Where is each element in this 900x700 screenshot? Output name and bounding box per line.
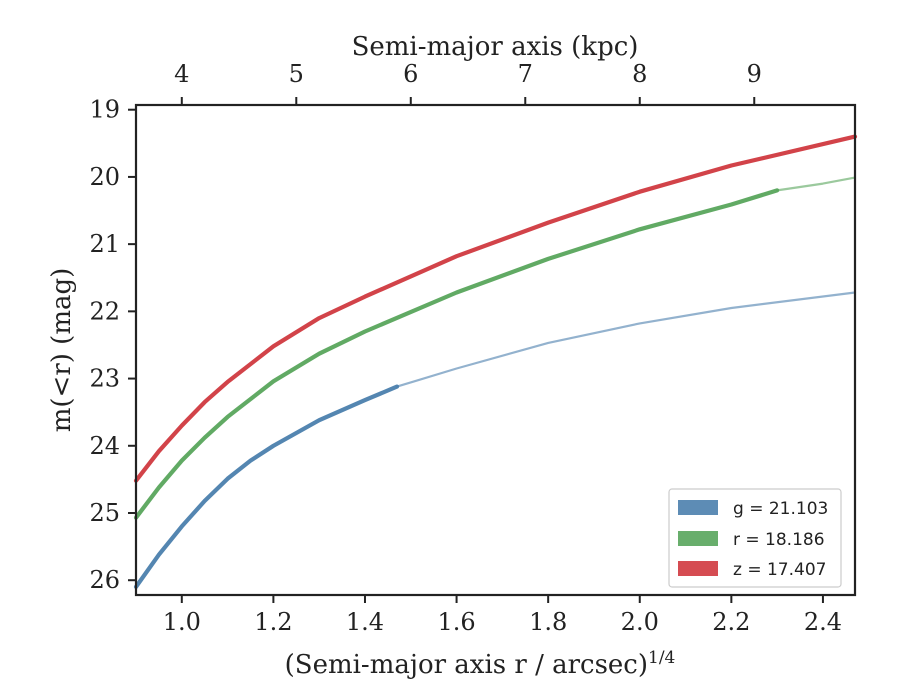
top-x-tick-label: 9	[747, 60, 762, 88]
series-line-g-model	[395, 291, 857, 388]
y-tick-label: 26	[89, 566, 120, 594]
plot-frame	[134, 103, 857, 597]
x-axis-title: (Semi-major axis r / arcsec)1/4	[285, 648, 676, 680]
x-tick-label: 1.8	[529, 608, 567, 636]
x-axis-title-exponent: 1/4	[648, 648, 675, 668]
top-x-tick-label: 7	[518, 60, 533, 88]
top-x-axis-title: Semi-major axis (kpc)	[352, 32, 639, 62]
legend-label-z: z = 17.407	[733, 560, 826, 580]
legend-swatch-g	[678, 500, 718, 515]
legend-label-g: g = 21.103	[733, 499, 828, 519]
legend-swatch-r	[678, 531, 718, 546]
x-tick-label: 1.6	[437, 608, 475, 636]
legend: g = 21.103 r = 18.186 z = 17.407	[668, 488, 842, 588]
y-tick-label: 23	[89, 365, 120, 393]
y-axis-title: m(<r) (mag)	[47, 268, 77, 433]
y-tick-label: 22	[89, 297, 120, 325]
y-tick-label: 24	[89, 432, 120, 460]
series-line-g	[133, 384, 400, 590]
x-tick-label: 1.4	[346, 608, 384, 636]
x-tick-label: 2.2	[712, 608, 750, 636]
top-x-tick-label: 5	[289, 60, 304, 88]
x-tick-label: 1.0	[163, 608, 201, 636]
legend-label-r: r = 18.186	[733, 530, 825, 550]
axes-layer: 1.0 1.2 1.4 1.6 1.8 2.0 2.2 2.4 19 20 21 22 23 24 25 26…	[89, 60, 842, 636]
x-tick-label: 2.4	[804, 608, 842, 636]
y-tick-label: 19	[89, 96, 120, 124]
series-layer	[133, 134, 858, 590]
top-x-tick-label: 8	[632, 60, 647, 88]
x-tick-label: 2.0	[621, 608, 659, 636]
x-tick-label: 1.2	[254, 608, 292, 636]
top-x-tick-label: 4	[174, 60, 189, 88]
series-line-z	[133, 134, 858, 483]
series-line-r-model	[775, 176, 857, 192]
y-tick-label: 21	[89, 230, 120, 258]
y-tick-label: 25	[89, 499, 120, 527]
top-x-tick-label: 6	[403, 60, 418, 88]
y-tick-label: 20	[89, 163, 120, 191]
series-line-r	[133, 188, 780, 520]
x-axis-title-text: (Semi-major axis r / arcsec)	[285, 650, 648, 680]
legend-swatch-z	[678, 561, 718, 576]
